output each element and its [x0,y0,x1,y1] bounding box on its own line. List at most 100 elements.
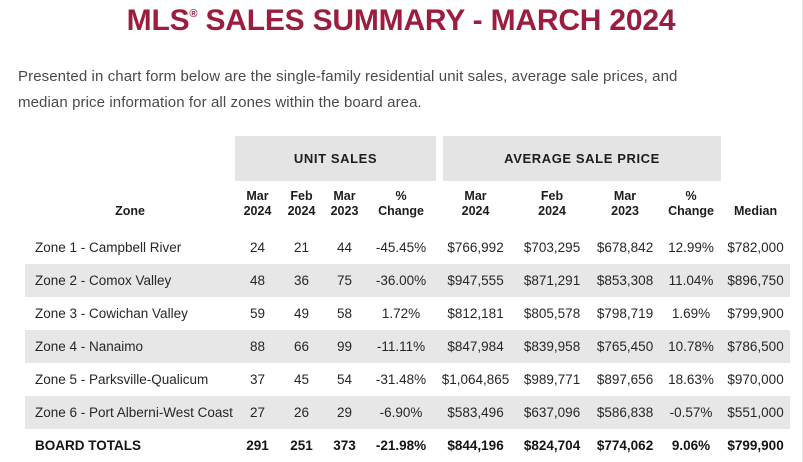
table-row-zone-4: Zone 4 - Nanaimo 88 66 99 -11.11% $847,9… [25,330,791,363]
table-cell: $853,308 [589,264,662,297]
table-cell: 26 [280,396,323,429]
table-cell: 48 [235,264,280,297]
average-sale-price-group-header: AVERAGE SALE PRICE [436,136,722,181]
table-cell: -45.45% [375,240,427,255]
column-header-asp-mar-2023: Mar 2023 [611,189,639,218]
column-header-us-pct-change: % Change [378,189,424,218]
intro-line-2: median price information for all zones w… [18,94,422,111]
table-cell: $970,000 [727,372,784,387]
table-cell: 1.72% [381,306,421,321]
table-cell: $812,181 [447,306,504,321]
table-cell: 24 [249,240,266,255]
intro-line-1: Presented in chart form below are the si… [18,68,678,85]
table-cell: -21.98% [375,438,427,453]
table-cell: $583,496 [436,396,516,429]
table-cell: 58 [336,306,353,321]
table-cell: $844,196 [447,438,504,453]
table-cell: 49 [293,306,310,321]
table-cell: 99 [323,330,366,363]
table-cell: $897,656 [596,372,654,387]
table-cell: 36 [280,264,323,297]
table-cell: 88 [235,330,280,363]
table-row-zone-3: Zone 3 - Cowichan Valley 59 49 58 1.72% … [25,297,790,330]
table-cell: -31.48% [375,372,427,387]
board-totals-label-cell: BOARD TOTALS [35,438,141,453]
table-cell: $798,719 [596,306,654,321]
table-cell: -11.11% [366,330,437,363]
column-header-row: Zone Mar 2024 Feb 2024 Mar 2023 % Change Mar… [25,181,790,231]
table-cell: $774,062 [596,438,654,453]
title-prefix: MLS [126,4,190,37]
group-header-spacer [25,136,235,181]
table-cell: $678,842 [596,240,654,255]
table-cell: 9.06% [671,438,711,453]
zone-name-cell: Zone 5 - Parksville-Qualicum [35,372,209,387]
table-cell: 44 [336,240,353,255]
column-header-us-feb-2024: Feb 2024 [287,189,316,218]
intro-paragraph: Presented in chart form below are the si… [18,64,788,116]
table-cell: 11.04% [661,264,722,297]
table-row-zone-2: Zone 2 - Comox Valley 48 36 75 -36.00% $… [25,264,791,297]
table-cell: $637,096 [515,396,590,429]
table-cell: $586,838 [589,396,662,429]
table-cell: 37 [249,372,266,387]
table-cell: $551,000 [721,396,791,429]
table-cell: $799,900 [727,438,784,453]
table-cell: $871,291 [515,264,590,297]
table-row-zone-5: Zone 5 - Parksville-Qualicum 37 45 54 -3… [25,363,790,396]
table-row-zone-1: Zone 1 - Campbell River 24 21 44 -45.45%… [25,231,790,264]
zone-name-cell: Zone 6 - Port Alberni-West Coast [25,396,235,429]
table-cell: 10.78% [661,330,722,363]
zone-name-cell: Zone 3 - Cowichan Valley [35,306,188,321]
table-cell: -0.57% [661,396,722,429]
table-cell: 45 [293,372,310,387]
table-cell: 21 [293,240,310,255]
table-cell: 66 [280,330,323,363]
column-header-us-mar-2023: Mar 2023 [330,189,359,218]
unit-sales-group-header: UNIT SALES [235,136,437,181]
table-cell: $947,555 [436,264,516,297]
table-cell: $782,000 [727,240,784,255]
table-cell: $765,450 [589,330,662,363]
column-header-asp-feb-2024: Feb 2024 [538,189,566,218]
group-header-row: UNIT SALES AVERAGE SALE PRICE [25,136,790,181]
zone-name-cell: Zone 2 - Comox Valley [25,264,235,297]
table-cell: -6.90% [366,396,437,429]
table-cell: $839,958 [515,330,590,363]
table-cell: 1.69% [671,306,711,321]
table-cell: $1,064,865 [441,372,510,387]
table-cell: $847,984 [436,330,516,363]
table-cell: $703,295 [523,240,581,255]
table-cell: $805,578 [523,306,581,321]
table-cell: $824,704 [523,438,581,453]
group-header-spacer [721,136,790,181]
title-suffix: SALES SUMMARY - MARCH 2024 [197,4,676,37]
table-cell: 251 [290,438,313,453]
table-cell: 75 [323,264,366,297]
table-cell: 18.63% [668,372,714,387]
table-cell: 12.99% [668,240,714,255]
column-header-zone: Zone [115,204,145,218]
table-cell: $989,771 [523,372,581,387]
table-cell: 27 [235,396,280,429]
table-cell: 29 [323,396,366,429]
table-cell: 291 [246,438,269,453]
registered-trademark-symbol: ® [189,8,198,20]
sales-summary-table: UNIT SALES AVERAGE SALE PRICE Zone Mar 20… [25,136,791,462]
page-title: MLS® SALES SUMMARY - MARCH 2024 [0,4,802,38]
table-cell: $799,900 [727,306,784,321]
column-header-us-mar-2024: Mar 2024 [243,189,272,218]
table-cell: -36.00% [366,264,437,297]
table-cell: $786,500 [721,330,791,363]
column-header-median: Median [734,204,778,218]
zone-name-cell: Zone 1 - Campbell River [35,240,182,255]
table-cell: $766,992 [447,240,504,255]
column-header-asp-pct-change: % Change [668,189,714,218]
table-cell: $896,750 [721,264,791,297]
table-row-board-totals: BOARD TOTALS 291 251 373 -21.98% $844,19… [25,429,790,462]
zone-name-cell: Zone 4 - Nanaimo [25,330,235,363]
table-cell: 373 [333,438,356,453]
column-header-asp-mar-2024: Mar 2024 [461,189,490,218]
table-row-zone-6: Zone 6 - Port Alberni-West Coast 27 26 2… [25,396,791,429]
